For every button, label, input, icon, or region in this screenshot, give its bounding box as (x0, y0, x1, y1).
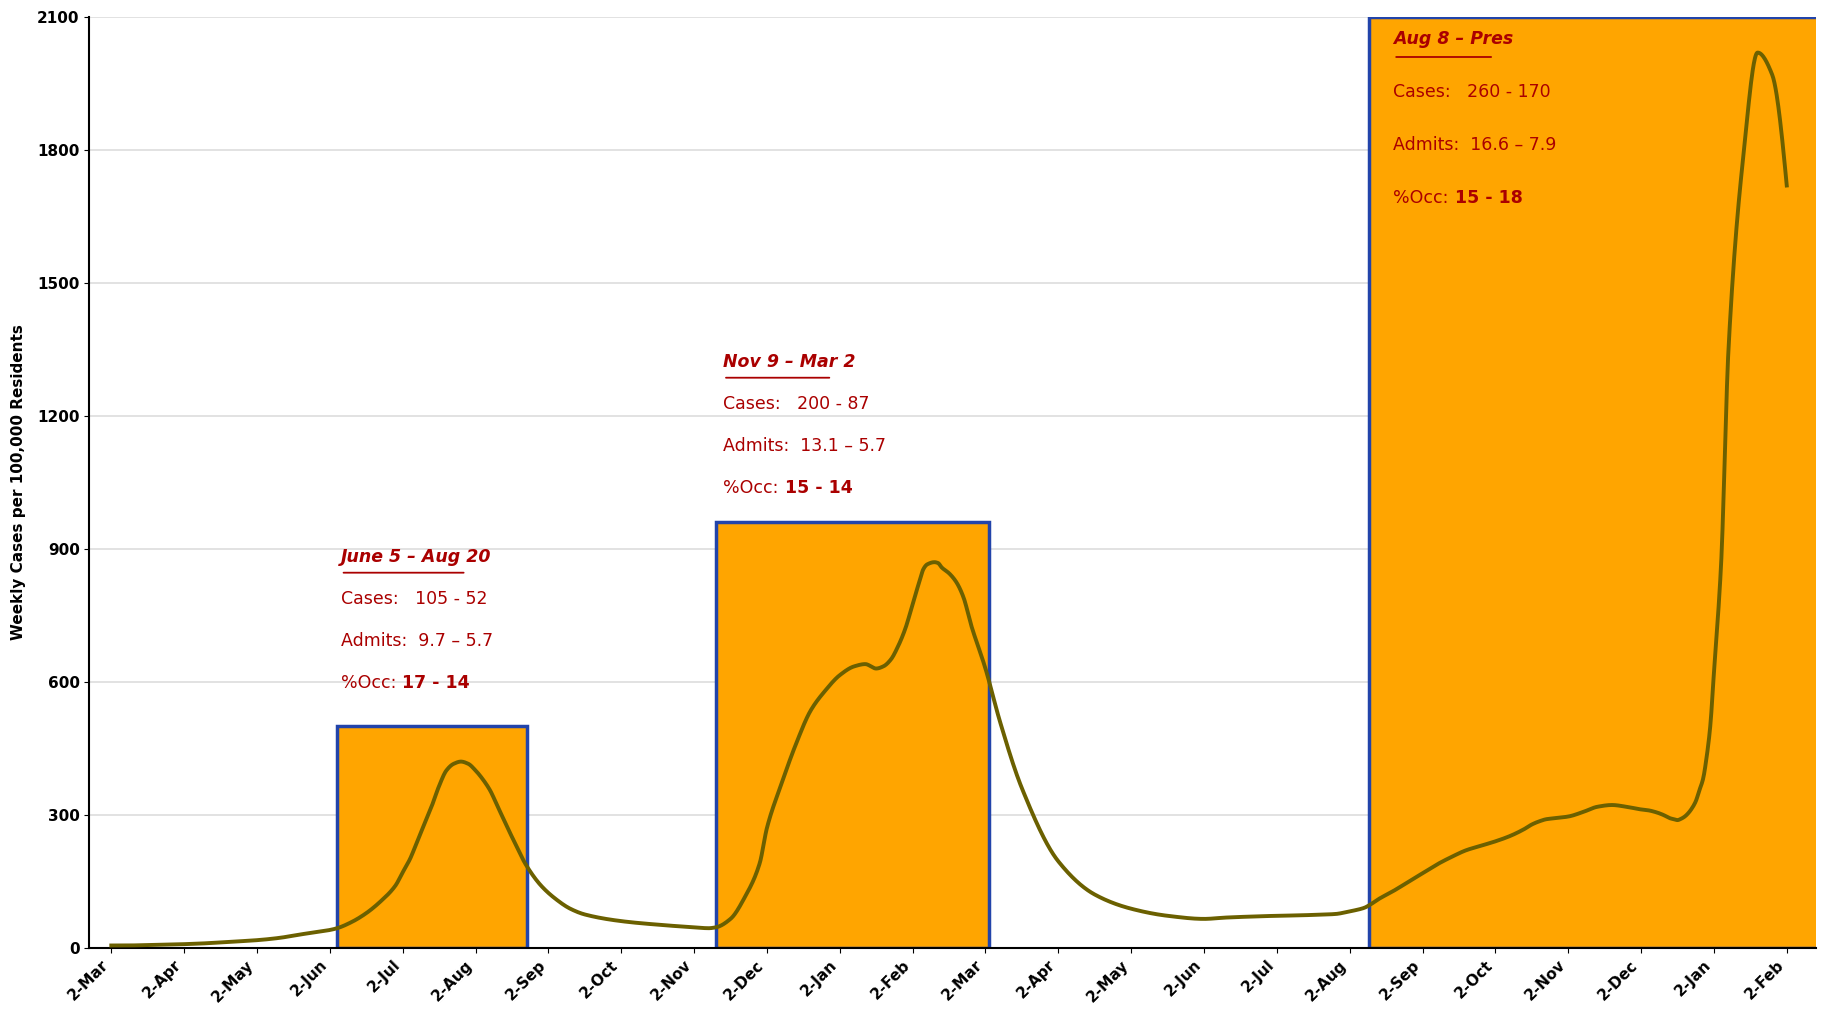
Text: Admits:  13.1 – 5.7: Admits: 13.1 – 5.7 (723, 437, 886, 455)
Text: %Occ:: %Occ: (1394, 189, 1465, 207)
Text: Admits:  16.6 – 7.9: Admits: 16.6 – 7.9 (1394, 136, 1557, 154)
Text: Nov 9 – Mar 2: Nov 9 – Mar 2 (723, 354, 855, 371)
Text: Cases:   260 - 170: Cases: 260 - 170 (1394, 83, 1551, 101)
Bar (716, 522, 988, 948)
Text: Aug 8 – Pres: Aug 8 – Pres (1394, 29, 1513, 48)
Text: 17 - 14: 17 - 14 (396, 675, 470, 693)
Text: %Occ:: %Occ: (723, 480, 795, 498)
Text: Cases:   105 - 52: Cases: 105 - 52 (342, 590, 488, 609)
Y-axis label: Weekly Cases per 100,000 Residents: Weekly Cases per 100,000 Residents (11, 324, 26, 640)
Bar (1370, 17, 1823, 948)
Text: June 5 – Aug 20: June 5 – Aug 20 (342, 549, 491, 566)
Text: 15 - 18: 15 - 18 (1449, 189, 1522, 207)
Bar (338, 726, 526, 948)
Text: 15 - 14: 15 - 14 (778, 480, 853, 498)
Text: %Occ:: %Occ: (342, 675, 413, 693)
Text: Admits:  9.7 – 5.7: Admits: 9.7 – 5.7 (342, 632, 493, 650)
Text: Cases:   200 - 87: Cases: 200 - 87 (723, 395, 870, 414)
